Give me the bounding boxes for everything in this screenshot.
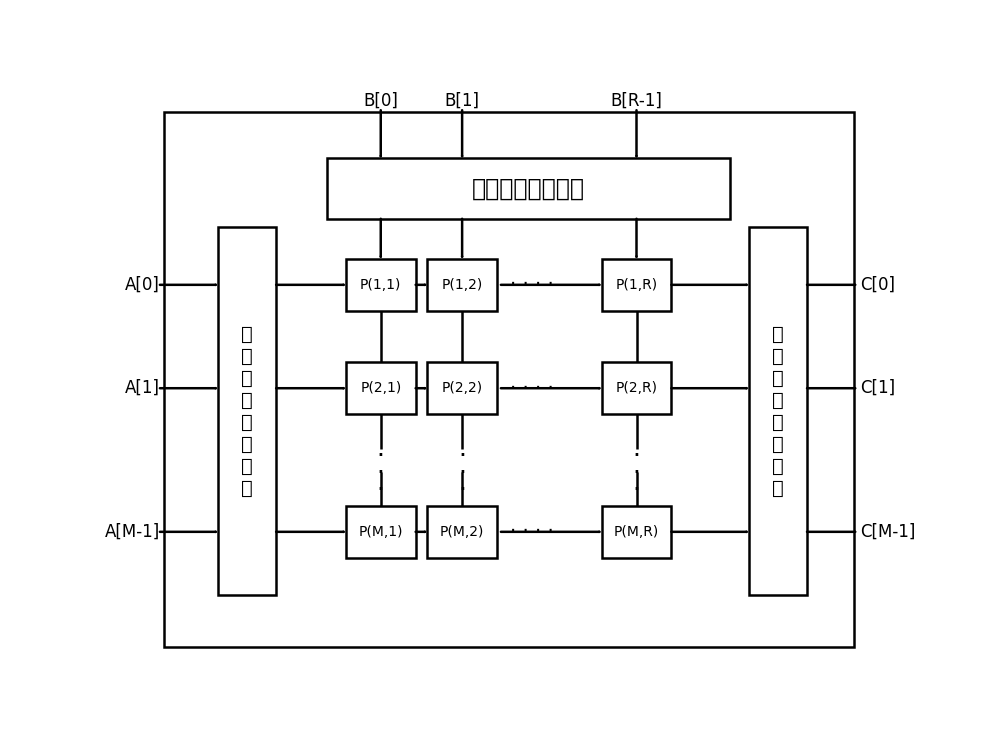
Text: P(M,R): P(M,R): [614, 525, 659, 539]
Text: P(1,2): P(1,2): [442, 278, 483, 292]
Text: A[0]: A[0]: [125, 276, 160, 294]
Text: .: .: [633, 471, 640, 495]
Text: B[R-1]: B[R-1]: [611, 92, 662, 110]
Text: 数
据
输
入
控
制
模
块: 数 据 输 入 控 制 模 块: [241, 325, 253, 498]
Text: P(M,1): P(M,1): [358, 525, 403, 539]
Bar: [326, 158, 730, 219]
Text: C[0]: C[0]: [860, 276, 895, 294]
Text: .: .: [377, 471, 385, 495]
Bar: [602, 363, 671, 414]
Text: .: .: [377, 454, 385, 477]
Text: .: .: [633, 436, 640, 460]
Bar: [346, 506, 416, 558]
Bar: [346, 259, 416, 310]
Bar: [218, 228, 276, 595]
Text: · · · ·: · · · ·: [510, 275, 554, 295]
Text: · · · ·: · · · ·: [510, 522, 554, 542]
Text: .: .: [377, 436, 385, 460]
Text: C[1]: C[1]: [860, 379, 895, 397]
Bar: [427, 506, 497, 558]
Text: .: .: [458, 436, 466, 460]
Text: P(2,R): P(2,R): [616, 381, 658, 395]
Text: P(1,1): P(1,1): [360, 278, 401, 292]
Text: A[1]: A[1]: [125, 379, 160, 397]
Text: .: .: [458, 471, 466, 495]
Bar: [427, 363, 497, 414]
Text: P(2,1): P(2,1): [360, 381, 401, 395]
Text: .: .: [458, 454, 466, 477]
Text: .: .: [633, 454, 640, 477]
Text: P(2,2): P(2,2): [442, 381, 483, 395]
Text: A[M-1]: A[M-1]: [105, 523, 160, 541]
Bar: [164, 113, 854, 647]
Text: P(M,2): P(M,2): [440, 525, 484, 539]
Text: B[1]: B[1]: [445, 92, 480, 110]
Text: B[0]: B[0]: [363, 92, 398, 110]
Text: · · · ·: · · · ·: [510, 379, 554, 398]
Bar: [346, 363, 416, 414]
Bar: [602, 259, 671, 310]
Text: C[M-1]: C[M-1]: [860, 523, 915, 541]
Text: 数据输入控制模块: 数据输入控制模块: [472, 177, 584, 201]
Bar: [749, 228, 807, 595]
Bar: [427, 259, 497, 310]
Bar: [602, 506, 671, 558]
Text: 数
据
输
出
控
制
模
块: 数 据 输 出 控 制 模 块: [772, 325, 784, 498]
Text: P(1,R): P(1,R): [615, 278, 658, 292]
